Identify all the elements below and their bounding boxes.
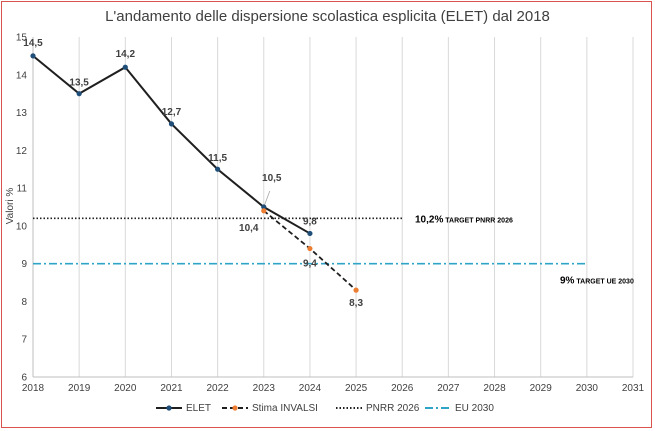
stima-invalsi-point <box>307 245 313 252</box>
y-tick-label: 8 <box>21 297 27 308</box>
x-tick-label: 2021 <box>160 383 183 394</box>
y-tick-label: 12 <box>16 146 28 157</box>
stima-invalsi-point <box>261 208 267 214</box>
x-tick-label: 2024 <box>299 383 322 394</box>
chart-title: L'andamento delle dispersione scolastica… <box>105 8 550 25</box>
legend-pnrr-2026-label: PNRR 2026 <box>366 403 420 414</box>
stima-invalsi-data-label: 8,3 <box>349 298 363 309</box>
y-tick-label: 14 <box>16 70 28 81</box>
legend-stima-invalsi-label: Stima INVALSI <box>252 403 318 414</box>
x-tick-label: 2023 <box>253 383 276 394</box>
eu-target-annotation: 9% TARGET UE 2030 <box>560 276 634 287</box>
x-tick-label: 2022 <box>206 383 229 394</box>
y-tick-label: 15 <box>16 33 28 44</box>
label-leader-line <box>263 190 271 208</box>
x-tick-label: 2029 <box>530 383 553 394</box>
elet-data-label: 14,5 <box>23 38 43 49</box>
elet-data-label: 14,2 <box>116 49 136 60</box>
x-tick-label: 2027 <box>437 383 460 394</box>
legend-stima-invalsi-marker <box>232 405 238 411</box>
elet-point <box>307 230 313 237</box>
stima-invalsi-data-label: 9,4 <box>303 259 317 270</box>
y-tick-label: 6 <box>21 373 27 384</box>
y-tick-label: 7 <box>21 335 27 346</box>
elet-data-label: 13,5 <box>69 78 89 89</box>
y-axis-label: Valori % <box>5 188 16 225</box>
y-tick-label: 10 <box>16 221 28 232</box>
elet-data-label: 9,8 <box>303 216 317 227</box>
y-tick-label: 9 <box>21 259 27 270</box>
elet-data-label: 12,7 <box>162 107 182 118</box>
elet-point <box>122 64 128 70</box>
elet-point <box>261 204 267 210</box>
y-tick-label: 13 <box>16 108 28 119</box>
x-tick-label: 2030 <box>576 383 599 394</box>
y-tick-label: 11 <box>17 184 28 195</box>
x-tick-label: 2031 <box>622 383 645 394</box>
elet-point <box>30 53 36 59</box>
elet-data-label: 10,5 <box>262 173 282 184</box>
x-tick-label: 2028 <box>483 383 506 394</box>
stima-invalsi-data-label: 10,4 <box>239 223 259 234</box>
x-tick-label: 2018 <box>22 383 45 394</box>
x-tick-label: 2020 <box>114 383 137 394</box>
x-tick-label: 2025 <box>345 383 368 394</box>
elet-point <box>76 91 82 97</box>
x-tick-label: 2026 <box>391 383 414 394</box>
x-tick-label: 2019 <box>68 383 91 394</box>
stima-invalsi-point <box>353 287 359 293</box>
elet-data-label: 11,5 <box>208 153 227 164</box>
legend-elet-marker <box>166 405 172 411</box>
pnrr-target-annotation: 10,2% TARGET PNRR 2026 <box>415 214 513 225</box>
legend-eu-2030-label: EU 2030 <box>455 403 494 414</box>
elet-point <box>215 166 221 172</box>
elet-point <box>168 121 175 127</box>
legend-elet-label: ELET <box>186 403 211 414</box>
